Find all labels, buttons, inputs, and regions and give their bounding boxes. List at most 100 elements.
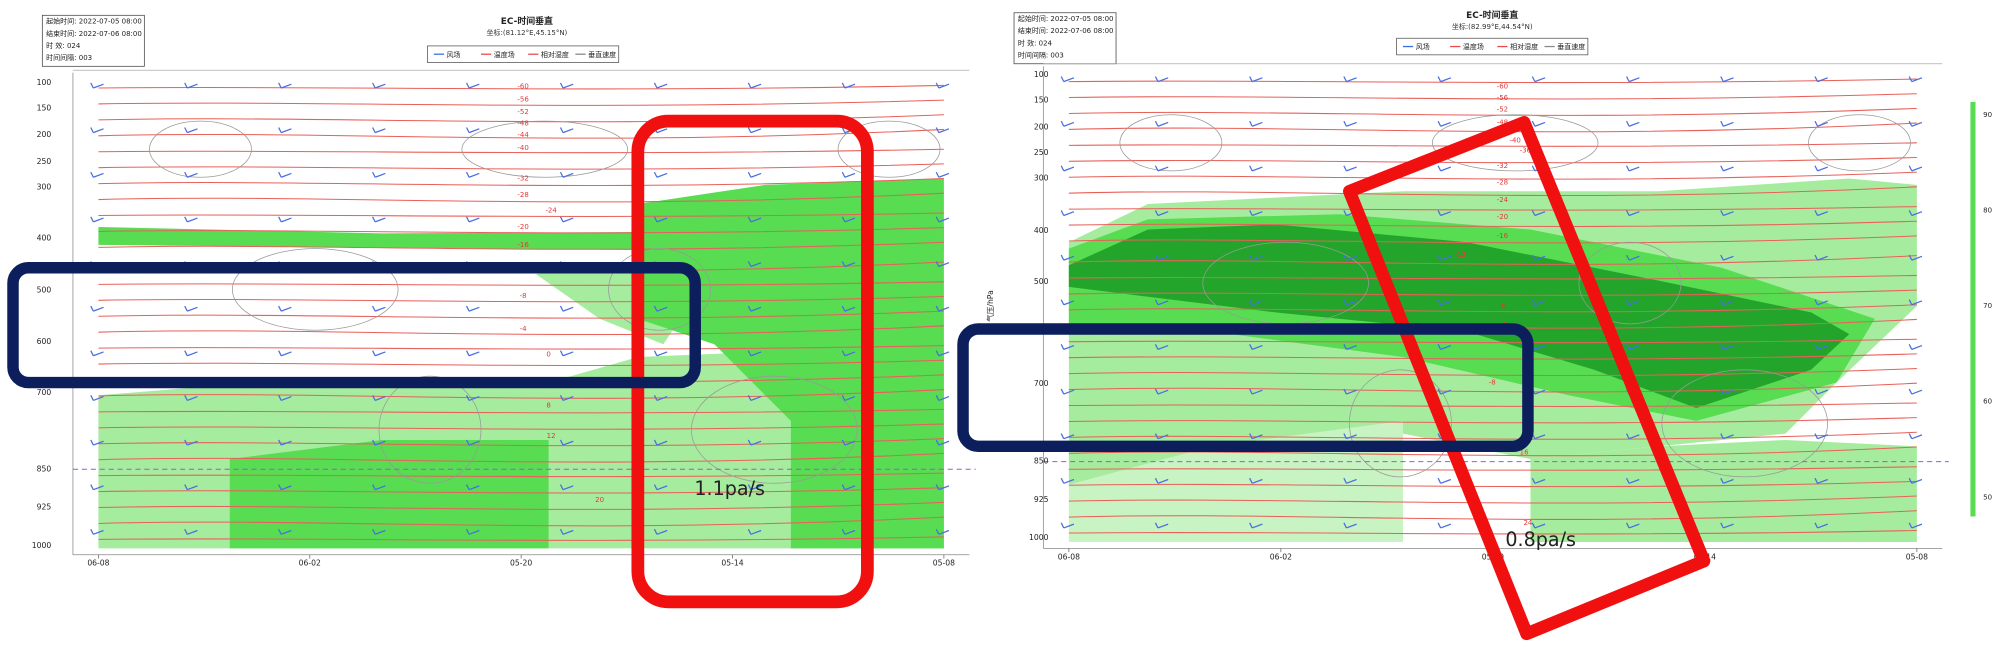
wind-barb <box>841 261 856 268</box>
wind-barb <box>372 350 386 357</box>
wind-barb <box>465 305 480 312</box>
wind-barb <box>465 528 480 535</box>
wind-barb <box>841 82 856 89</box>
wind-barb <box>372 216 386 223</box>
wind-barb <box>90 171 104 178</box>
wind-barb <box>184 127 198 134</box>
contour-line <box>1119 114 1223 172</box>
colorbar-tick-label: 90 <box>1983 110 1992 119</box>
y-tick-label: 500 <box>37 286 52 295</box>
wind-barb <box>747 127 762 134</box>
wind-barb <box>372 484 386 491</box>
contour-line <box>837 120 941 178</box>
wind-barb <box>1437 165 1452 172</box>
wind-barb <box>559 395 574 402</box>
wind-barb <box>1720 522 1734 529</box>
wind-barb <box>1154 433 1169 440</box>
temperature-label: -8 <box>1489 378 1496 387</box>
wind-barb <box>841 305 856 312</box>
temperature-line <box>98 148 944 154</box>
wind-barb <box>653 171 668 178</box>
info-box <box>41 14 145 67</box>
plot-decor <box>41 12 1976 559</box>
temperature-line <box>1068 466 1917 471</box>
temperature-line <box>1068 368 1917 377</box>
wind-barb <box>1814 120 1828 127</box>
wind-barb <box>1625 76 1640 83</box>
temperature-line <box>1068 495 1917 504</box>
wind-barb <box>1249 388 1263 395</box>
colorbar <box>1970 102 1976 517</box>
wind-barb <box>90 82 104 89</box>
temperature-label: -60 <box>1497 82 1508 91</box>
wind-barb <box>1908 522 1923 529</box>
temperature-line <box>98 501 944 510</box>
info-line: 起始时间: 2022-07-05 08:00 <box>46 17 142 26</box>
temperature-line <box>1068 529 1917 535</box>
wind-barb <box>653 305 668 312</box>
wind-barb <box>1720 76 1734 83</box>
wind-barb <box>747 528 762 535</box>
temperature-line <box>98 281 944 286</box>
wind-barb <box>184 171 198 178</box>
temperature-label: -20 <box>1497 212 1508 221</box>
chart-title: EC-时间垂直 <box>1466 9 1518 21</box>
wind-barb <box>1720 477 1734 484</box>
y-tick-label: 100 <box>1034 70 1049 79</box>
info-line: 时 效: 024 <box>46 41 81 50</box>
wind-barb <box>184 395 198 402</box>
legend-label: 温度场 <box>494 50 515 59</box>
contour-line <box>1431 114 1599 172</box>
wind-barb <box>278 82 292 89</box>
wind-barb <box>465 216 480 223</box>
wind-barb <box>747 484 762 491</box>
wind-barb <box>1060 76 1075 83</box>
wind-barb <box>935 439 950 446</box>
wind-barb <box>1154 210 1169 217</box>
temperature-label: -24 <box>545 205 557 214</box>
wind-barb <box>1249 210 1263 217</box>
wind-barb <box>184 528 198 535</box>
wind-barb <box>278 484 292 491</box>
temperature-label: -52 <box>517 107 528 116</box>
wind-barb <box>90 484 104 491</box>
wind-barb <box>1154 344 1169 351</box>
temperature-line <box>1068 304 1917 313</box>
temperature-label: -8 <box>1499 301 1506 310</box>
x-tick-label: 05-08 <box>1906 552 1928 561</box>
wind-barb <box>372 127 386 134</box>
wind-barb <box>1343 299 1357 306</box>
wind-barb <box>653 82 668 89</box>
wind-barb <box>465 439 480 446</box>
temperature-label: -60 <box>517 82 528 91</box>
contour-line <box>691 375 858 484</box>
y-tick-label: 850 <box>1034 457 1049 466</box>
wind-barb <box>1437 477 1452 484</box>
wind-barb <box>184 484 198 491</box>
wind-barb <box>1908 165 1923 172</box>
wind-barb <box>747 261 762 268</box>
wind-barb <box>653 350 668 357</box>
wind-barb <box>935 528 950 535</box>
temperature-line <box>1068 338 1917 344</box>
wind-barb <box>1343 477 1357 484</box>
wind-barb <box>1154 299 1169 306</box>
temperature-line <box>1068 431 1917 440</box>
temperature-line <box>1068 107 1917 116</box>
wind-barb <box>1249 165 1263 172</box>
plot-texts: 起始时间: 2022-07-05 08:00 结束时间: 2022-07-06 0… <box>32 9 1992 568</box>
wind-barb <box>184 439 198 446</box>
wind-barb <box>747 395 762 402</box>
wind-barb <box>90 439 104 446</box>
y-tick-label: 100 <box>37 78 52 87</box>
y-tick-label: 400 <box>37 233 52 242</box>
wind-barb <box>841 216 856 223</box>
temperature-label: -12 <box>1455 250 1466 259</box>
wind-barb <box>1060 522 1075 529</box>
temperature-line <box>1068 206 1917 211</box>
y-tick-label: 200 <box>37 130 52 139</box>
wind-barb <box>559 528 574 535</box>
info-line: 起始时间: 2022-07-05 08:00 <box>1018 14 1114 23</box>
wind-barb <box>841 439 856 446</box>
